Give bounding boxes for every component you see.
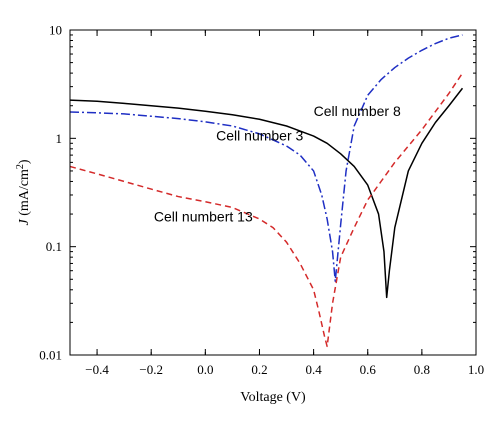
series-line-cell-number-8 xyxy=(70,87,464,299)
x-tick-label: −0.2 xyxy=(139,362,163,377)
axes-layer: −0.4 −0.2 0.0 0.2 0.4 0.6 0.8 1.0 0.01 0.1 1 10 Cell… xyxy=(39,23,484,378)
plot-frame xyxy=(69,29,477,356)
y-tick-label: 1 xyxy=(56,131,63,146)
y-tick-label: 10 xyxy=(49,23,62,38)
y-tick-label: 0.1 xyxy=(46,239,62,254)
annotation-cell-number-8: Cell number 8 xyxy=(314,103,401,119)
series-line-cell-number-3 xyxy=(70,34,463,282)
plot-layer xyxy=(70,34,464,348)
annotation-cell-numbert-13: Cell numbert 13 xyxy=(154,209,253,225)
x-axis-title: Voltage (V) xyxy=(240,390,306,405)
x-tick-label: 0.6 xyxy=(360,362,377,377)
x-tick-label: −0.4 xyxy=(85,362,109,377)
series-line-cell-numbert-13 xyxy=(70,72,464,348)
x-tick-label: 0.0 xyxy=(197,362,213,377)
x-tick-label: 1.0 xyxy=(468,362,484,377)
y-axis-symbol: J xyxy=(17,219,32,226)
x-tick-label: 0.2 xyxy=(251,362,267,377)
x-tick-label: 0.4 xyxy=(305,362,322,377)
y-axis-unit-close: ) xyxy=(17,159,32,164)
x-tick-label: 0.8 xyxy=(414,362,430,377)
y-axis-title: J (mA/cm2) xyxy=(15,159,33,225)
y-tick-label: 0.01 xyxy=(39,348,62,363)
y-axis-unit-superscript: 2 xyxy=(15,164,26,169)
annotation-cell-number-3: Cell number 3 xyxy=(216,128,303,144)
y-axis-unit: (mA/cm xyxy=(17,169,32,219)
